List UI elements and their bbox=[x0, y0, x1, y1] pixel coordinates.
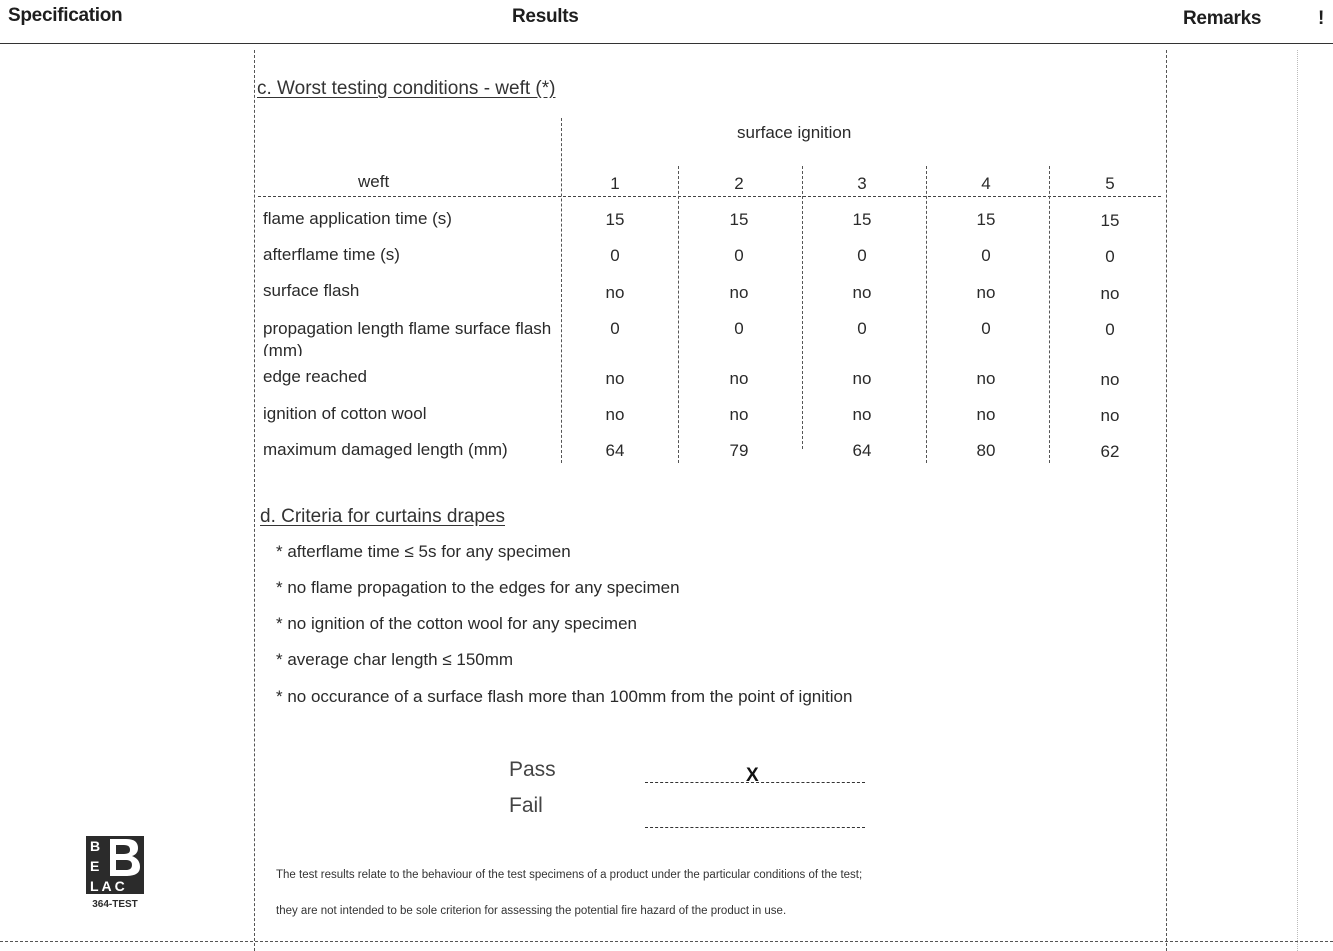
table-row-label: flame application time (s) bbox=[263, 209, 452, 228]
table-cell: no bbox=[729, 369, 749, 388]
table-column-header: 1 bbox=[610, 174, 620, 193]
table-cell: no bbox=[976, 283, 996, 302]
criterion-item: * afterflame time ≤ 5s for any specimen bbox=[276, 542, 571, 561]
table-row-label: afterflame time (s) bbox=[263, 245, 400, 264]
table-column-header: 4 bbox=[981, 174, 991, 193]
table-cell: 0 bbox=[734, 246, 744, 265]
table-row-label: surface flash bbox=[263, 281, 360, 300]
criterion-item: * average char length ≤ 150mm bbox=[276, 650, 514, 669]
table-cell: no bbox=[852, 369, 872, 388]
section-c-title: c. Worst testing conditions - weft (*) bbox=[257, 78, 556, 99]
table-cell: no bbox=[729, 405, 749, 424]
results-right-border bbox=[1166, 50, 1167, 951]
results-left-border bbox=[254, 50, 255, 951]
table-cell: 0 bbox=[610, 319, 620, 338]
table-header-rule bbox=[258, 196, 1161, 197]
pass-line bbox=[645, 782, 865, 783]
table-cell: no bbox=[976, 405, 996, 424]
column-header-results: Results bbox=[512, 6, 579, 27]
logo-code: 364-TEST bbox=[92, 899, 138, 910]
disclaimer-line-2: they are not intended to be sole criteri… bbox=[276, 905, 787, 917]
table-cell: 79 bbox=[729, 441, 749, 460]
table-cell: 15 bbox=[605, 210, 625, 229]
table-cell: 0 bbox=[1105, 320, 1115, 339]
table-cell: no bbox=[1100, 406, 1120, 425]
table-row-label: propagation length flame surface flash (… bbox=[263, 319, 552, 356]
table-cell: 0 bbox=[981, 319, 991, 338]
table-cell: no bbox=[852, 405, 872, 424]
table-cell: 64 bbox=[605, 441, 625, 460]
table-divider bbox=[926, 166, 927, 463]
bottom-rule bbox=[0, 941, 1333, 942]
pass-mark: X bbox=[746, 765, 759, 786]
table-cell: 62 bbox=[1100, 442, 1120, 461]
table-cell: 0 bbox=[610, 246, 620, 265]
table-cell: no bbox=[1100, 284, 1120, 303]
header-mark: ! bbox=[1318, 8, 1325, 29]
table-cell: no bbox=[852, 283, 872, 302]
table-row-label: edge reached bbox=[263, 367, 367, 386]
table-cell: 80 bbox=[976, 441, 996, 460]
pass-label: Pass bbox=[509, 758, 556, 781]
table-row-header: weft bbox=[358, 172, 390, 191]
table-row-label: maximum damaged length (mm) bbox=[263, 440, 508, 459]
header-rule bbox=[0, 43, 1333, 44]
table-cell: 15 bbox=[729, 210, 749, 229]
table-cell: 0 bbox=[857, 246, 867, 265]
criterion-item: * no occurance of a surface flash more t… bbox=[276, 687, 853, 706]
table-row-label: ignition of cotton wool bbox=[263, 404, 427, 423]
logo-letters-lac: LAC bbox=[90, 878, 128, 894]
fail-line bbox=[645, 827, 865, 828]
belac-logo: B E LAC 364-TEST bbox=[86, 836, 144, 910]
table-cell: 0 bbox=[1105, 247, 1115, 266]
table-group-header: surface ignition bbox=[737, 123, 852, 142]
table-divider bbox=[802, 166, 803, 449]
table-cell: 15 bbox=[1100, 211, 1120, 230]
table-cell: 0 bbox=[857, 319, 867, 338]
column-header-remarks: Remarks bbox=[1183, 8, 1262, 29]
table-cell: no bbox=[605, 405, 625, 424]
logo-band bbox=[86, 878, 144, 894]
criterion-item: * no ignition of the cotton wool for any… bbox=[276, 614, 637, 633]
criterion-item: * no flame propagation to the edges for … bbox=[276, 578, 680, 597]
belac-logo-mark: B E LAC bbox=[86, 836, 144, 894]
section-d-title: d. Criteria for curtains drapes bbox=[260, 506, 505, 527]
table-cell: no bbox=[605, 283, 625, 302]
page-right-border bbox=[1297, 50, 1298, 951]
table-cell: 15 bbox=[976, 210, 996, 229]
logo-letter: B bbox=[90, 838, 100, 854]
table-cell: no bbox=[729, 283, 749, 302]
logo-b-counter bbox=[116, 845, 132, 870]
table-cell: 15 bbox=[852, 210, 872, 229]
table-cell: no bbox=[605, 369, 625, 388]
table-divider bbox=[1049, 166, 1050, 463]
fail-label: Fail bbox=[509, 794, 543, 817]
table-cell: no bbox=[976, 369, 996, 388]
table-column-header: 5 bbox=[1105, 174, 1115, 193]
column-header-specification: Specification bbox=[8, 5, 123, 26]
table-divider bbox=[678, 166, 679, 463]
table-divider bbox=[561, 118, 562, 463]
table-column-header: 3 bbox=[857, 174, 867, 193]
table-cell: 0 bbox=[981, 246, 991, 265]
table-column-header: 2 bbox=[734, 174, 744, 193]
table-cell: 0 bbox=[734, 319, 744, 338]
disclaimer-line-1: The test results relate to the behaviour… bbox=[276, 869, 863, 881]
logo-letter: E bbox=[90, 858, 99, 874]
table-cell: 64 bbox=[852, 441, 872, 460]
table-cell: no bbox=[1100, 370, 1120, 389]
